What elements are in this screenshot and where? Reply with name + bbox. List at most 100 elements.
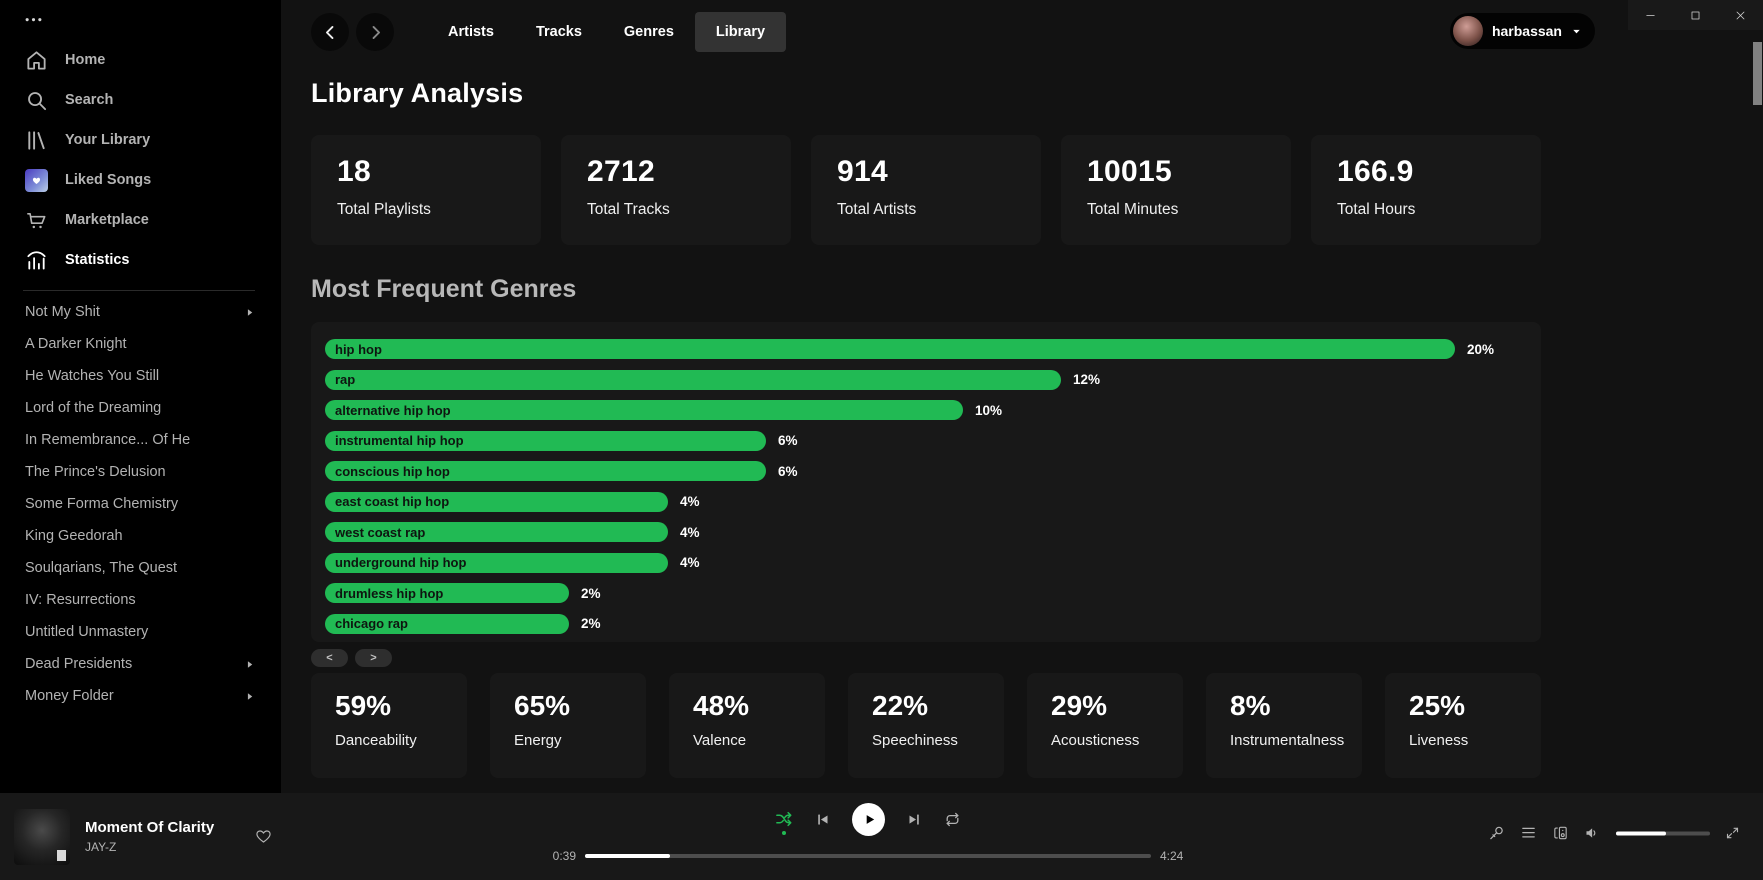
sidebar-nav-item[interactable]: Statistics xyxy=(0,240,281,280)
playlist-item[interactable]: He Watches You Still xyxy=(0,360,281,392)
playlist-item[interactable]: Soulqarians, The Quest xyxy=(0,552,281,584)
shuffle-icon[interactable] xyxy=(775,810,793,828)
avatar xyxy=(1452,16,1483,46)
feature-card: 25% Liveness xyxy=(1385,673,1541,778)
stat-label: Total Playlists xyxy=(337,201,431,218)
playback-controls xyxy=(538,802,1198,836)
playlist-item[interactable]: Untitled Unmastery xyxy=(0,616,281,648)
feature-label: Valence xyxy=(693,732,747,749)
playlist-item[interactable]: Dead Presidents xyxy=(0,648,281,680)
tab[interactable]: Genres xyxy=(603,12,695,52)
sidebar-nav-item[interactable]: Home xyxy=(0,40,281,80)
genre-label: hip hop xyxy=(335,341,382,357)
nav-forward-button[interactable] xyxy=(356,13,394,51)
playlist-item[interactable]: Some Forma Chemistry xyxy=(0,488,281,520)
album-art[interactable] xyxy=(14,808,70,865)
stat-card: 166.9 Total Hours xyxy=(1311,135,1541,245)
feature-card: 29% Acousticness xyxy=(1027,673,1183,778)
minimize-button[interactable] xyxy=(1628,0,1673,30)
chevron-right-icon xyxy=(244,307,255,318)
tab[interactable]: Artists xyxy=(427,12,515,52)
parental-advisory-mark xyxy=(57,849,66,861)
genre-percent: 6% xyxy=(778,433,798,448)
scrollbar-thumb[interactable] xyxy=(1753,42,1762,105)
genre-bar: rap xyxy=(325,369,1061,390)
stat-value: 2712 xyxy=(587,155,655,188)
feature-label: Acousticness xyxy=(1051,732,1140,749)
prev-page-button[interactable]: < xyxy=(311,649,348,667)
feature-card: 65% Energy xyxy=(490,673,646,778)
tab-label: Library xyxy=(715,24,766,40)
app-menu-button[interactable] xyxy=(0,0,281,31)
track-title[interactable]: Moment Of Clarity xyxy=(85,819,215,836)
lyrics-microphone-icon[interactable] xyxy=(1488,825,1505,842)
playlist-label: Lord of the Dreaming xyxy=(25,400,162,416)
user-menu[interactable]: harbassan xyxy=(1449,13,1595,49)
window-controls xyxy=(1628,0,1763,30)
queue-icon[interactable] xyxy=(1520,825,1537,842)
playlist-label: The Prince's Delusion xyxy=(25,464,166,480)
genre-label: alternative hip hop xyxy=(335,402,451,418)
sidebar-nav-item[interactable]: Your Library xyxy=(0,120,281,160)
progress-bar[interactable] xyxy=(585,854,1151,858)
feature-label: Liveness xyxy=(1409,732,1469,749)
tab[interactable]: Library xyxy=(694,12,787,52)
genre-label: west coast rap xyxy=(335,524,426,540)
playlist-item[interactable]: A Darker Knight xyxy=(0,328,281,360)
repeat-icon[interactable] xyxy=(944,811,961,828)
volume-slider[interactable] xyxy=(1616,831,1710,835)
playlist-item[interactable]: IV: Resurrections xyxy=(0,584,281,616)
page-title: Library Analysis xyxy=(311,78,524,108)
next-page-button[interactable]: > xyxy=(355,649,392,667)
feature-card: 48% Valence xyxy=(669,673,825,778)
close-button[interactable] xyxy=(1718,0,1763,30)
genre-percent: 2% xyxy=(581,616,601,631)
sidebar-nav-item[interactable]: Liked Songs xyxy=(0,160,281,200)
playlist-label: In Remembrance... Of He xyxy=(25,432,191,448)
playlist-item[interactable]: The Prince's Delusion xyxy=(0,456,281,488)
stat-card: 10015 Total Minutes xyxy=(1061,135,1291,245)
playlist-label: Not My Shit xyxy=(25,304,100,320)
playlist-item[interactable]: Lord of the Dreaming xyxy=(0,392,281,424)
playlist-label: He Watches You Still xyxy=(25,368,160,384)
player-extras xyxy=(1488,825,1740,842)
total-time: 4:24 xyxy=(1160,849,1184,863)
feature-label: Speechiness xyxy=(872,732,958,749)
sidebar-nav-item[interactable]: Search xyxy=(0,80,281,120)
feature-label: Danceability xyxy=(335,732,417,749)
feature-label: Energy xyxy=(514,732,562,749)
genre-row: drumless hip hop 2% xyxy=(325,583,1527,603)
maximize-button[interactable] xyxy=(1673,0,1718,30)
playlist-item[interactable]: King Geedorah xyxy=(0,520,281,552)
feature-label: Instrumentalness xyxy=(1230,732,1345,749)
sidebar-nav-label: Liked Songs xyxy=(65,172,152,188)
chart-pagination: < > xyxy=(311,649,1763,667)
genre-row: conscious hip hop 6% xyxy=(325,461,1527,481)
playlist-label: IV: Resurrections xyxy=(25,592,136,608)
play-button[interactable] xyxy=(852,802,885,836)
genre-chart: hip hop 20% rap 12% alternative hip hop 10% in… xyxy=(325,339,1527,634)
sidebar-nav-label: Statistics xyxy=(65,252,130,268)
volume-icon[interactable] xyxy=(1584,825,1601,842)
fullscreen-icon[interactable] xyxy=(1725,826,1740,841)
feature-value: 48% xyxy=(693,690,750,721)
play-icon xyxy=(862,812,877,827)
previous-track-icon[interactable] xyxy=(815,812,830,827)
playlist-item[interactable]: In Remembrance... Of He xyxy=(0,424,281,456)
tab[interactable]: Tracks xyxy=(515,12,603,52)
track-artist[interactable]: JAY-Z xyxy=(85,840,117,854)
genre-row: instrumental hip hop 6% xyxy=(325,430,1527,451)
home-icon xyxy=(25,49,48,72)
playlist-item[interactable]: Money Folder xyxy=(0,680,281,712)
nav-back-button[interactable] xyxy=(311,13,349,51)
sidebar-nav-item[interactable]: Marketplace xyxy=(0,200,281,240)
maximize-icon xyxy=(1689,9,1702,22)
next-track-icon[interactable] xyxy=(907,812,922,827)
genre-row: chicago rap 2% xyxy=(325,613,1527,634)
chevron-right-icon xyxy=(244,659,255,670)
heart-icon[interactable] xyxy=(255,828,272,845)
connect-device-icon[interactable] xyxy=(1552,825,1569,842)
playlist-label: King Geedorah xyxy=(25,528,123,544)
marketplace-icon xyxy=(25,209,48,232)
playlist-item[interactable]: Not My Shit xyxy=(0,296,281,328)
